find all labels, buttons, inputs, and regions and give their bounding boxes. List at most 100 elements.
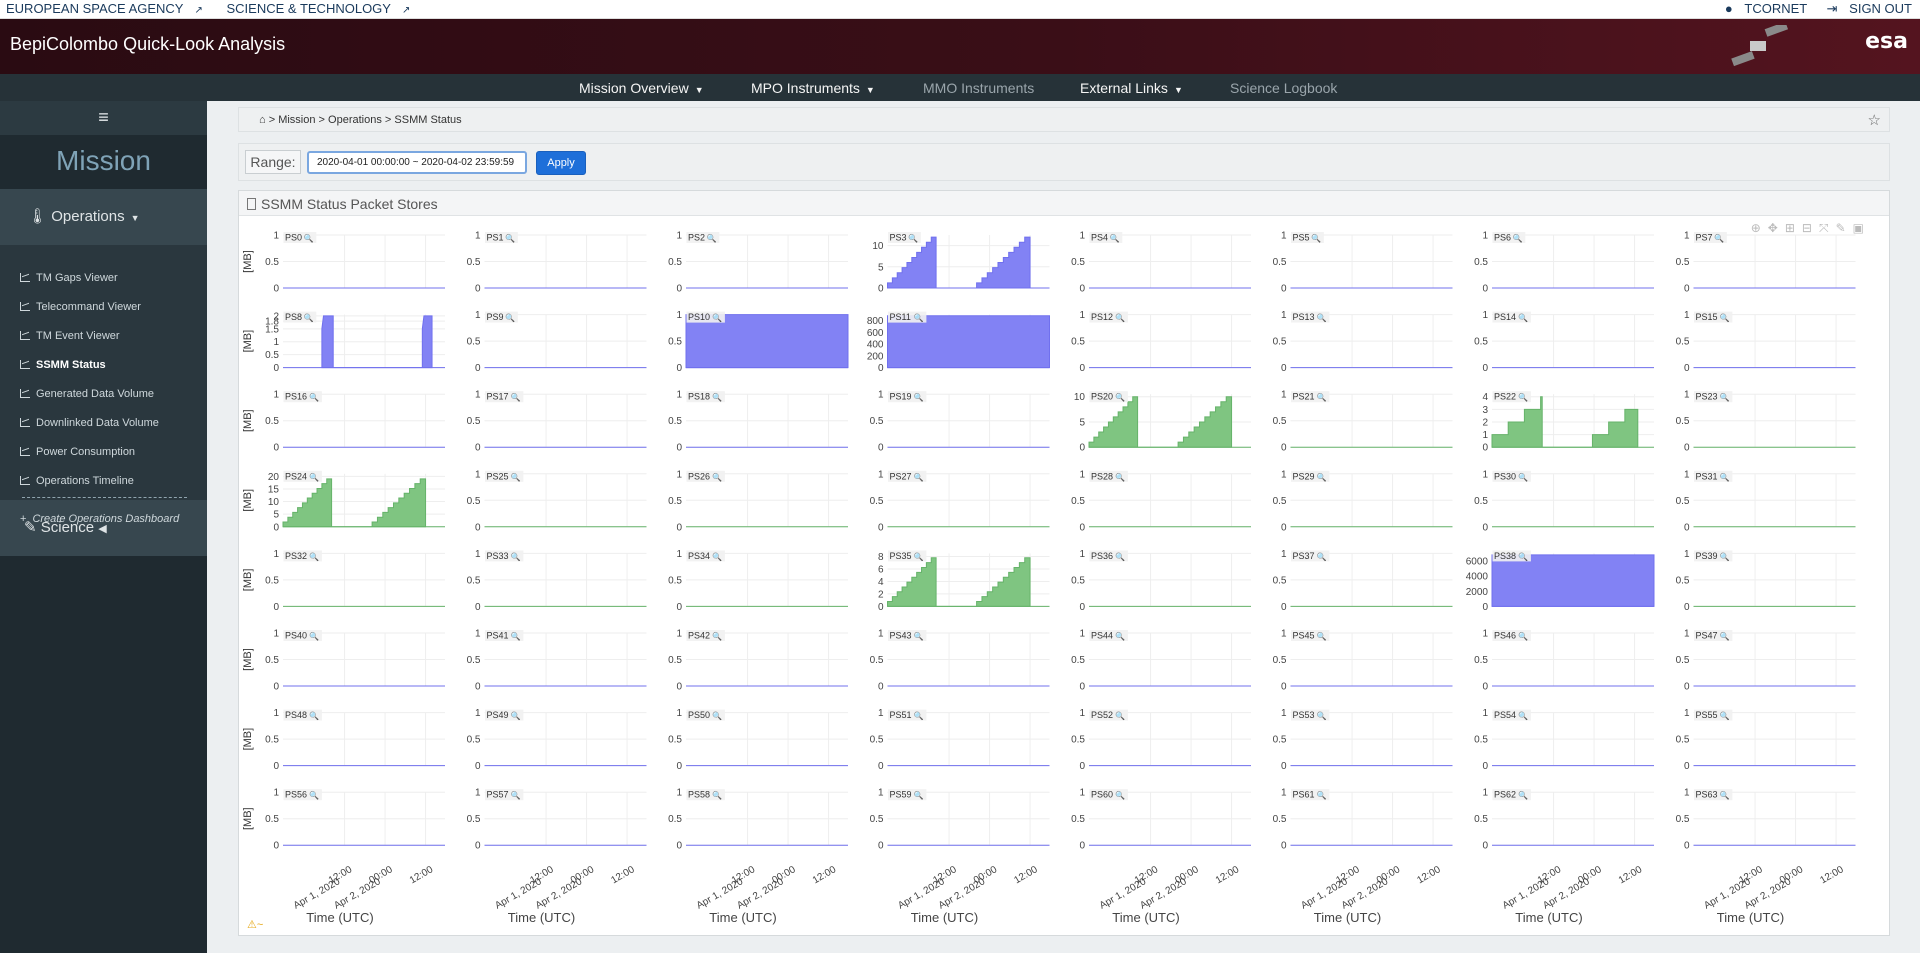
packet-store-chart-ps61[interactable]: 0 0.5 1 PS61 🔍 [1273,788,1453,852]
science-link[interactable]: SCIENCE & TECHNOLOGY ↗ [227,1,421,16]
user-link[interactable]: ● TCORNET [1717,1,1807,16]
packet-store-chart-ps9[interactable]: 0 0.5 1 PS9 🔍 [467,310,647,374]
packet-store-chart-ps52[interactable]: 0 0.5 1 PS52 🔍 [1071,708,1251,772]
esa-link[interactable]: EUROPEAN SPACE AGENCY ↗ [6,1,213,16]
magnifier-icon[interactable]: 🔍 [1513,233,1523,243]
packet-store-chart-ps25[interactable]: 0 0.5 1 PS25 🔍 [467,469,647,533]
range-input[interactable] [307,151,527,174]
packet-store-chart-ps36[interactable]: 0 0.5 1 PS36 🔍 [1071,549,1251,613]
packet-store-chart-ps42[interactable]: 0 0.5 1 PS42 🔍 [668,629,848,693]
packet-store-chart-ps21[interactable]: 0 0.5 1 PS21 🔍 [1273,390,1453,454]
packet-store-chart-ps57[interactable]: 0 0.5 1 PS57 🔍 [467,788,647,852]
packet-store-chart-ps37[interactable]: 0 0.5 1 PS37 🔍 [1273,549,1453,613]
packet-store-chart-ps1[interactable]: 0 0.5 1 PS1 🔍 [467,231,647,295]
packet-store-chart-ps50[interactable]: 0 0.5 1 PS50 🔍 [668,708,848,772]
magnifier-icon[interactable]: 🔍 [309,790,319,800]
nav-mission-overview[interactable]: Mission Overview ▼ [579,80,704,96]
packet-store-chart-ps34[interactable]: 0 0.5 1 PS34 🔍 [668,549,848,613]
magnifier-icon[interactable]: 🔍 [511,790,521,800]
magnifier-icon[interactable]: 🔍 [304,233,314,243]
magnifier-icon[interactable]: 🔍 [304,313,314,323]
magnifier-icon[interactable]: 🔍 [1311,233,1321,243]
magnifier-icon[interactable]: 🔍 [511,392,521,402]
magnifier-icon[interactable]: 🔍 [309,711,319,721]
home-icon[interactable]: ⌂ [259,114,266,126]
packet-store-chart-ps49[interactable]: 0 0.5 1 PS49 🔍 [467,708,647,772]
packet-store-chart-ps5[interactable]: 0 0.5 1 PS5 🔍 [1273,231,1453,295]
magnifier-icon[interactable]: 🔍 [914,472,924,482]
sidebar-item-telecommand-viewer[interactable]: Telecommand Viewer [0,292,207,321]
sidebar-item-generated-data-volume[interactable]: Generated Data Volume [0,379,207,408]
packet-store-chart-ps62[interactable]: 0 0.5 1 PS62 🔍 [1474,788,1654,852]
packet-store-chart-ps55[interactable]: 0 0.5 1 PS55 🔍 [1676,708,1856,772]
packet-store-chart-ps59[interactable]: 0 0.5 1 PS59 🔍 [870,788,1050,852]
packet-store-chart-ps13[interactable]: 0 0.5 1 PS13 🔍 [1273,310,1453,374]
magnifier-icon[interactable]: 🔍 [1115,551,1125,561]
magnifier-icon[interactable]: 🔍 [1115,790,1125,800]
packet-store-chart-ps14[interactable]: 0 0.5 1 PS14 🔍 [1474,310,1654,374]
magnifier-icon[interactable]: 🔍 [712,313,722,323]
packet-store-chart-ps39[interactable]: 0 0.5 1 PS39 🔍 [1676,549,1856,613]
magnifier-icon[interactable]: 🔍 [309,472,319,482]
packet-store-chart-ps7[interactable]: 0 0.5 1 PS7 🔍 [1676,231,1856,295]
magnifier-icon[interactable]: 🔍 [1317,472,1327,482]
magnifier-icon[interactable]: 🔍 [914,313,924,323]
magnifier-icon[interactable]: 🔍 [914,392,924,402]
magnifier-icon[interactable]: 🔍 [1317,392,1327,402]
zoom-icon[interactable]: ⊕ [1750,221,1768,235]
magnifier-icon[interactable]: 🔍 [1720,790,1730,800]
magnifier-icon[interactable]: 🔍 [712,551,722,561]
packet-store-chart-ps8[interactable]: 0 0.5 1 1.51.82 PS8 🔍 [265,311,445,374]
app-title[interactable]: BepiColombo Quick-Look Analysis [10,34,286,54]
sidebar-section-science[interactable]: ✎ Science ◀ [0,500,207,556]
apply-button[interactable]: Apply [536,151,586,175]
signout-link[interactable]: ⇥ SIGN OUT [1819,1,1912,16]
magnifier-icon[interactable]: 🔍 [1720,711,1730,721]
packet-store-chart-ps28[interactable]: 0 0.5 1 PS28 🔍 [1071,469,1251,533]
packet-store-chart-ps12[interactable]: 0 0.5 1 PS12 🔍 [1071,310,1251,374]
packet-store-chart-ps32[interactable]: 0 0.5 1 PS32 🔍 [265,549,445,613]
nav-external-links[interactable]: External Links ▼ [1080,80,1183,96]
magnifier-icon[interactable]: 🔍 [712,392,722,402]
magnifier-icon[interactable]: 🔍 [511,711,521,721]
packet-store-chart-ps31[interactable]: 0 0.5 1 PS31 🔍 [1676,469,1856,533]
sidebar-section-operations[interactable]: 🌡 Operations ▼ [0,189,207,245]
magnifier-icon[interactable]: 🔍 [1518,392,1528,402]
magnifier-icon[interactable]: 🔍 [505,233,515,243]
packet-store-chart-ps27[interactable]: 0 0.5 1 PS27 🔍 [870,469,1050,533]
packet-store-chart-ps63[interactable]: 0 0.5 1 PS63 🔍 [1676,788,1856,852]
magnifier-icon[interactable]: 🔍 [712,631,722,641]
magnifier-icon[interactable]: 🔍 [914,631,924,641]
packet-store-chart-ps2[interactable]: 0 0.5 1 PS2 🔍 [668,231,848,295]
packet-store-chart-ps40[interactable]: 0 0.5 1 PS40 🔍 [265,629,445,693]
save-icon[interactable]: ▣ [1852,221,1871,235]
magnifier-icon[interactable]: 🔍 [1714,233,1724,243]
pan-icon[interactable]: ✥ [1767,221,1785,235]
magnifier-icon[interactable]: 🔍 [1317,631,1327,641]
packet-store-chart-ps15[interactable]: 0 0.5 1 PS15 🔍 [1676,310,1856,374]
sidebar-item-tm-event-viewer[interactable]: TM Event Viewer [0,321,207,350]
packet-store-chart-ps4[interactable]: 0 0.5 1 PS4 🔍 [1071,231,1251,295]
packet-store-chart-ps41[interactable]: 0 0.5 1 PS41 🔍 [467,629,647,693]
packet-store-chart-ps56[interactable]: 0 0.5 1 PS56 🔍 [265,788,445,852]
breadcrumb-mission[interactable]: Mission [278,114,316,126]
packet-store-chart-ps48[interactable]: 0 0.5 1 PS48 🔍 [265,708,445,772]
packet-store-chart-ps33[interactable]: 0 0.5 1 PS33 🔍 [467,549,647,613]
nav-science-logbook[interactable]: Science Logbook [1230,80,1337,96]
esa-logo[interactable]: esa [1865,29,1908,54]
sidebar-item-tm-gaps-viewer[interactable]: TM Gaps Viewer [0,263,207,292]
magnifier-icon[interactable]: 🔍 [1720,472,1730,482]
packet-store-chart-ps44[interactable]: 0 0.5 1 PS44 🔍 [1071,629,1251,693]
magnifier-icon[interactable]: 🔍 [1317,313,1327,323]
magnifier-icon[interactable]: 🔍 [1115,392,1125,402]
magnifier-icon[interactable]: 🔍 [1115,313,1125,323]
magnifier-icon[interactable]: 🔍 [1115,631,1125,641]
sidebar-item-downlinked-data-volume[interactable]: Downlinked Data Volume [0,408,207,437]
magnifier-icon[interactable]: 🔍 [309,392,319,402]
magnifier-icon[interactable]: 🔍 [712,472,722,482]
magnifier-icon[interactable]: 🔍 [1518,551,1528,561]
packet-store-chart-ps29[interactable]: 0 0.5 1 PS29 🔍 [1273,469,1453,533]
magnifier-icon[interactable]: 🔍 [1720,392,1730,402]
